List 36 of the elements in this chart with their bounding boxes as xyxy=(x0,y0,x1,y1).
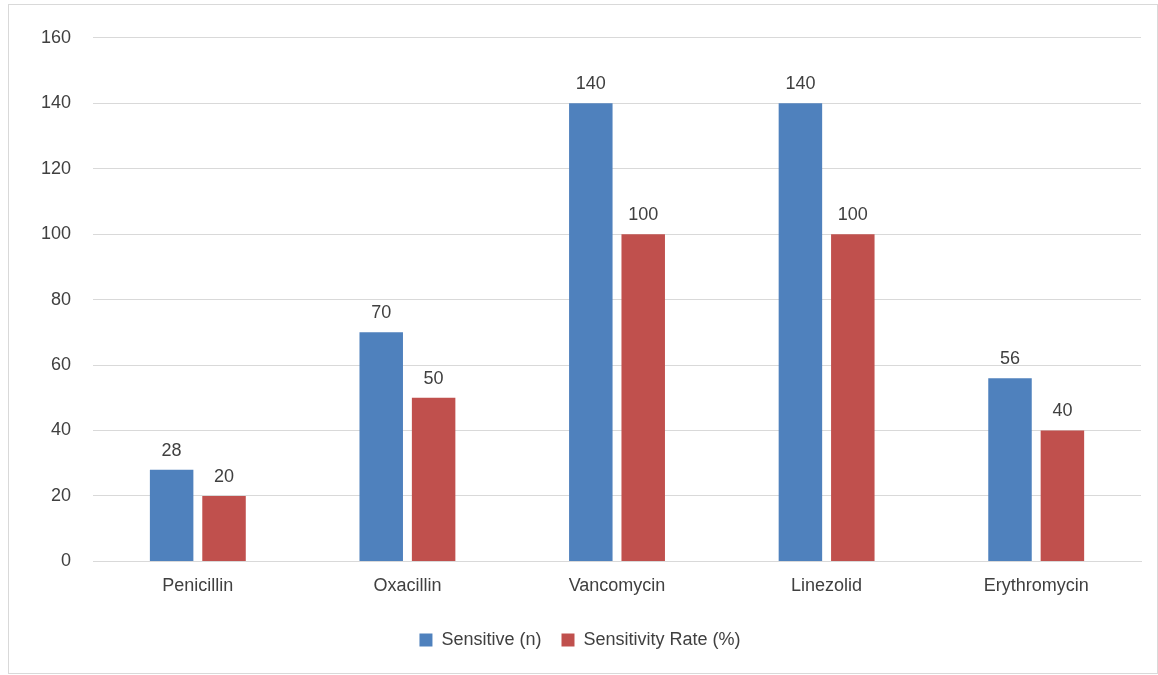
y-tick-label: 60 xyxy=(51,354,72,375)
x-tick-label: Linezolid xyxy=(791,575,863,596)
data-label: 100 xyxy=(628,204,659,225)
data-label: 40 xyxy=(1052,400,1073,421)
y-tick-label: 40 xyxy=(51,419,72,440)
y-tick-label: 100 xyxy=(40,223,72,244)
bar xyxy=(621,234,665,561)
y-tick-label: 80 xyxy=(51,288,72,309)
bar xyxy=(1040,430,1085,561)
legend-label: Sensitivity Rate (%) xyxy=(583,628,741,649)
bar xyxy=(988,378,1032,561)
data-label: 100 xyxy=(837,204,868,225)
data-label: 28 xyxy=(161,439,182,460)
data-label: 50 xyxy=(423,367,444,388)
x-tick-label: Vancomycin xyxy=(568,575,666,596)
bar xyxy=(202,495,246,561)
data-label: 70 xyxy=(371,302,392,323)
y-tick-label: 120 xyxy=(40,157,72,178)
data-label: 140 xyxy=(575,73,606,94)
bar xyxy=(359,332,403,561)
data-label: 140 xyxy=(785,73,816,94)
data-label: 20 xyxy=(214,465,235,486)
y-tick-label: 0 xyxy=(61,550,72,571)
bar xyxy=(569,103,613,561)
x-tick-label: Penicillin xyxy=(162,575,234,596)
bar xyxy=(411,397,456,561)
bar xyxy=(831,234,875,561)
y-tick-label: 20 xyxy=(51,484,72,505)
legend-label: Sensitive (n) xyxy=(441,628,542,649)
bar xyxy=(778,103,823,561)
y-tick-label: 160 xyxy=(40,26,72,47)
bar xyxy=(149,469,194,561)
x-tick-label: Erythromycin xyxy=(983,575,1089,596)
y-tick-label: 140 xyxy=(40,92,72,113)
data-label: 56 xyxy=(999,348,1021,369)
x-tick-label: Oxacillin xyxy=(373,575,442,596)
